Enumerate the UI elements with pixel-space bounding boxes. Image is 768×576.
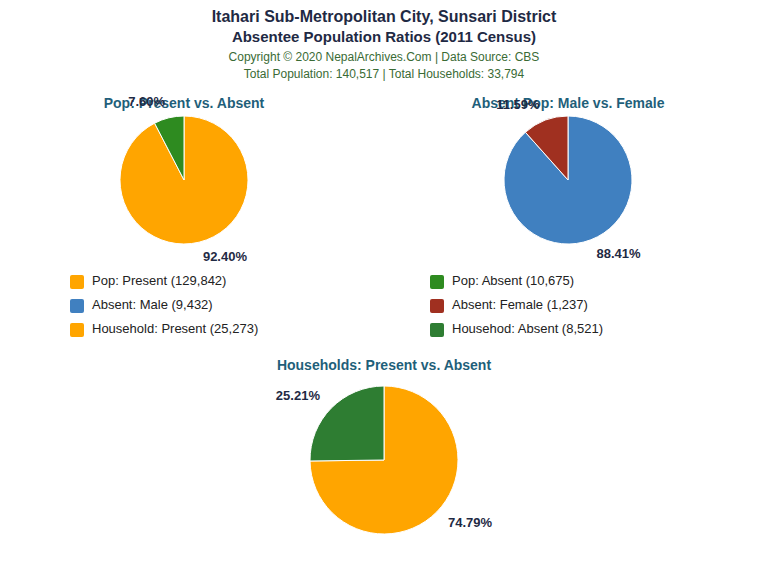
legend-label: Absent: Male (9,432) <box>92 297 213 312</box>
legend-label: Absent: Female (1,237) <box>452 297 588 312</box>
annotation: Total Population: 140,517 | Total Househ… <box>244 67 525 81</box>
annotation: Copyright © 2020 NepalArchives.Com | Dat… <box>229 50 540 64</box>
pie-title: Households: Present vs. Absent <box>277 357 492 373</box>
legend-label: Househod: Absent (8,521) <box>452 321 603 336</box>
legend-swatch <box>70 323 84 337</box>
background <box>0 0 768 576</box>
slices <box>504 116 632 244</box>
slices <box>120 116 248 244</box>
pie-chart: Households: Present vs. Absent 74.79% 25.2… <box>276 357 493 534</box>
pie-slice <box>310 386 384 461</box>
data-labels: 88.41% 11.59% <box>496 97 641 262</box>
data-label: 25.21% <box>276 388 321 403</box>
legend-label: Household: Present (25,273) <box>92 321 258 336</box>
pie-slice <box>155 116 184 180</box>
chart-root: Itahari Sub-Metropolitan City, Sunsari D… <box>0 0 768 576</box>
pie-slice <box>120 116 248 244</box>
data-labels: 74.79% 25.21% <box>276 388 493 529</box>
pie-slice <box>525 116 568 180</box>
subtitle: Absentee Population Ratios (2011 Census) <box>232 28 536 45</box>
pie-title: Pop: Present vs. Absent <box>104 95 265 111</box>
data-label: 11.59% <box>496 97 540 112</box>
pie-chart: Absent Pop: Male vs. Female 88.41% 11.59% <box>472 95 665 261</box>
data-labels: 92.40% 7.60% <box>128 94 247 264</box>
legend-swatch <box>430 323 444 337</box>
data-label: 88.41% <box>596 246 641 261</box>
legend-swatch <box>430 299 444 313</box>
data-label: 7.60% <box>128 94 165 109</box>
data-label: 92.40% <box>203 249 248 264</box>
legend-swatch <box>70 275 84 289</box>
legend: Pop: Present (129,842) Pop: Absent (10,67… <box>70 273 603 337</box>
legend-label: Pop: Present (129,842) <box>92 273 226 288</box>
legend-label: Pop: Absent (10,675) <box>452 273 574 288</box>
pie-slice <box>310 386 458 534</box>
slices <box>310 386 458 534</box>
legend-swatch <box>70 299 84 313</box>
data-label: 74.79% <box>448 515 493 530</box>
pie-slice <box>504 116 632 244</box>
pie-chart: Pop: Present vs. Absent 92.40% 7.60% <box>104 94 265 264</box>
title: Itahari Sub-Metropolitan City, Sunsari D… <box>212 8 557 25</box>
legend-swatch <box>430 275 444 289</box>
pie-title: Absent Pop: Male vs. Female <box>472 95 665 111</box>
